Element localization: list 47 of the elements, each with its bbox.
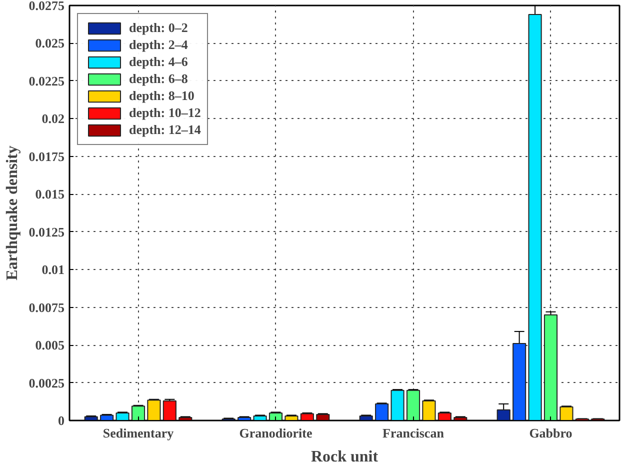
bar (131, 406, 146, 420)
bar (422, 400, 436, 420)
bar (390, 390, 404, 420)
y-tick-label: 0.0075 (28, 300, 65, 315)
bar (512, 343, 526, 420)
bar (406, 390, 420, 420)
y-tick-label: 0.0175 (28, 148, 65, 164)
y-tick-label: 0 (58, 413, 64, 428)
legend-label: depth: 6–8 (129, 71, 188, 87)
legend-label: depth: 8–10 (129, 88, 194, 104)
x-tick-label: Franciscan (382, 426, 445, 440)
y-axis-title: Earthquake density (4, 146, 21, 280)
legend-label: depth: 4–6 (129, 54, 188, 70)
y-tick-label: 0.025 (35, 36, 65, 51)
bar (528, 14, 542, 420)
y-tick-label: 0.0025 (28, 375, 65, 390)
y-tick-label: 0.0125 (28, 224, 65, 240)
bar (438, 412, 452, 420)
bar (268, 412, 283, 420)
bar (560, 406, 574, 420)
x-tick-label: Gabbro (529, 426, 572, 440)
y-tick-label: 0.02 (42, 111, 64, 126)
y-tick-label: 0.005 (35, 338, 65, 353)
bar (359, 415, 373, 420)
x-axis-title: Rock unit (310, 448, 379, 466)
bar (496, 409, 510, 420)
x-tick-label: Sedimentary (102, 426, 174, 440)
bar (162, 400, 176, 420)
y-tick-label: 0.0275 (28, 0, 65, 13)
y-tick-label: 0.01 (42, 262, 64, 278)
bar (300, 413, 314, 420)
legend-label: depth: 12–14 (129, 122, 201, 138)
legend-label: depth: 0–2 (129, 20, 188, 36)
bar (253, 415, 267, 420)
y-tick-label: 0.0225 (28, 73, 65, 88)
legend-label: depth: 10–12 (129, 105, 201, 121)
bar (116, 412, 130, 420)
x-tick-label: Granodiorite (239, 426, 312, 440)
legend-label: depth: 2–4 (129, 37, 188, 53)
bar (100, 414, 114, 420)
bar (544, 314, 558, 420)
bar (316, 414, 330, 420)
bar (375, 403, 389, 420)
bar (147, 400, 161, 420)
bar (84, 416, 98, 420)
y-tick-label: 0.015 (35, 186, 65, 202)
bar (284, 415, 298, 420)
